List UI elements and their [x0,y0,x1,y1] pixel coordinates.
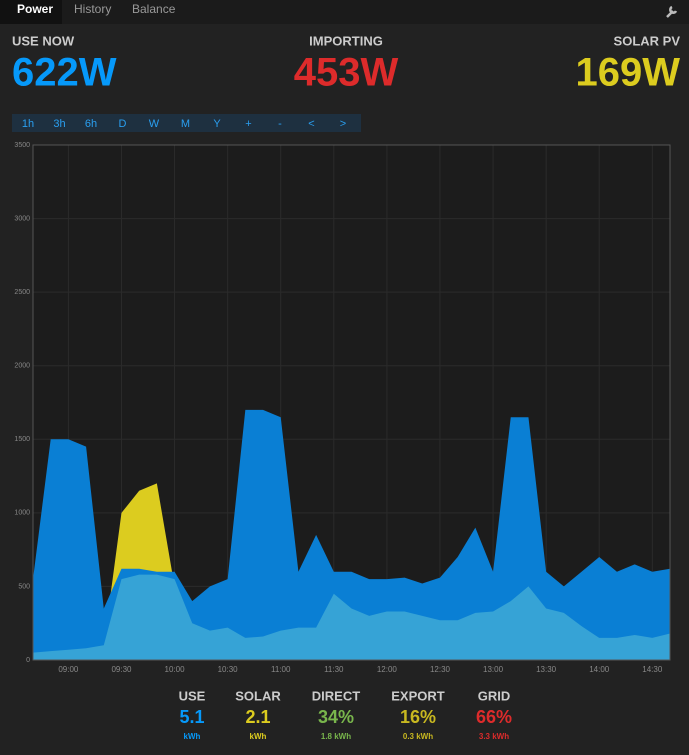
summary-sub: kWh [184,732,201,741]
y-tick-label: 0 [26,657,30,664]
y-tick-label: 3000 [14,215,30,222]
range-button[interactable]: M [181,118,190,130]
x-tick-label: 10:30 [218,665,239,674]
summary-value: 66% [476,707,512,727]
summary-label: EXPORT [391,688,445,703]
range-bar [12,114,361,132]
range-button[interactable]: 1h [22,118,34,130]
x-tick-label: 09:00 [58,665,79,674]
range-button[interactable]: Y [213,118,221,130]
range-button[interactable]: > [340,118,346,130]
y-tick-label: 500 [18,583,30,590]
x-tick-label: 11:00 [271,665,291,674]
summary-sub: 0.3 kWh [403,732,433,741]
y-tick-label: 2500 [14,289,30,296]
summary-label: SOLAR [235,688,281,703]
range-button[interactable]: + [245,118,251,130]
stat-value: 169W [576,51,681,95]
summary-value: 5.1 [179,707,204,727]
range-button[interactable]: W [149,118,160,130]
stat-label: SOLAR PV [614,33,681,48]
settings-icon[interactable] [666,5,678,18]
nav-tab[interactable]: Power [17,2,53,16]
plot-frame [32,144,671,661]
stat-value: 622W [12,51,117,95]
summary-sub: kWh [250,732,267,741]
nav-bar [0,0,689,24]
stat-value: 453W [294,51,399,95]
stat-label: USE NOW [12,33,75,48]
y-tick-label: 3500 [14,142,30,149]
summary-label: DIRECT [312,688,360,703]
active-tab-bg [0,0,62,24]
range-button[interactable]: D [119,118,127,130]
x-tick-label: 13:30 [536,665,557,674]
y-tick-label: 1000 [14,510,30,517]
stat-label: IMPORTING [309,33,383,48]
x-tick-label: 12:00 [377,665,398,674]
summary-label: GRID [478,688,511,703]
x-tick-label: 13:00 [483,665,504,674]
x-tick-label: 12:30 [430,665,451,674]
x-tick-label: 14:30 [642,665,663,674]
nav-tab[interactable]: Balance [132,2,176,16]
x-tick-label: 14:00 [589,665,610,674]
x-tick-label: 09:30 [111,665,132,674]
summary-value: 34% [318,707,354,727]
area-series [33,574,670,660]
summary-label: USE [179,688,206,703]
summary-value: 16% [400,707,436,727]
summary-sub: 1.8 kWh [321,732,351,741]
range-button[interactable]: 3h [53,118,65,130]
range-button[interactable]: < [308,118,314,130]
area-series [33,409,670,660]
summary-value: 2.1 [245,707,270,727]
x-tick-label: 11:30 [324,665,344,674]
summary-sub: 3.3 kWh [479,732,509,741]
y-tick-label: 2000 [14,363,30,370]
range-button[interactable]: - [278,118,282,130]
y-tick-label: 1500 [14,436,30,443]
range-button[interactable]: 6h [85,118,97,130]
nav-tab[interactable]: History [74,2,111,16]
x-tick-label: 10:00 [165,665,186,674]
